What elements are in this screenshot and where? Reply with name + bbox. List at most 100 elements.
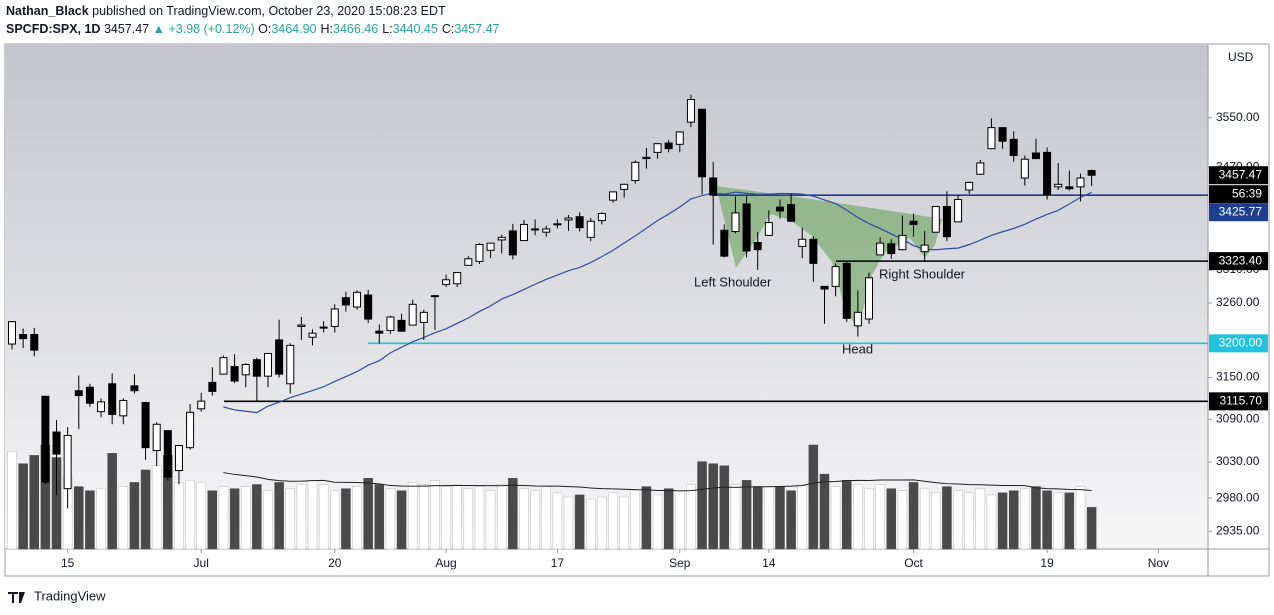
volume-bar	[853, 484, 863, 550]
volume-bar	[663, 488, 674, 550]
price-label: 3115.70	[1220, 394, 1263, 408]
volume-bar	[1042, 490, 1052, 550]
ohlc-value: 3440.45	[392, 22, 438, 36]
candle-body	[308, 332, 317, 338]
candle-body	[764, 222, 773, 236]
volume-bar	[775, 486, 785, 550]
price-label-bg	[1209, 392, 1268, 411]
volume-bar	[519, 488, 529, 550]
volume-bar	[163, 455, 173, 550]
candle-body	[319, 326, 328, 329]
volume-bar	[496, 484, 507, 550]
volume-ma	[223, 472, 1092, 492]
candle-body	[453, 272, 462, 285]
candle-body	[898, 234, 907, 251]
candle-body	[564, 217, 573, 221]
candle-body	[419, 311, 428, 323]
candle-body	[631, 161, 640, 182]
candle-body	[1031, 152, 1040, 160]
volume-bar	[842, 480, 852, 550]
candle-body	[686, 99, 695, 123]
candle-body	[464, 258, 473, 266]
volume-bar	[608, 492, 618, 550]
volume-bar	[764, 486, 774, 550]
volume-bar	[686, 484, 696, 550]
candle-body	[119, 399, 128, 417]
volume-bar	[552, 492, 563, 550]
candle-body	[642, 156, 651, 160]
volume-bar	[597, 496, 607, 550]
candle-body	[19, 334, 28, 340]
volume-bar	[396, 490, 407, 550]
legend: SPCFD:SPX, 1D 3457.47 ▲ +3.98 (+0.12%) O…	[6, 22, 504, 36]
candle-body	[286, 344, 295, 385]
last: 3457.47	[103, 22, 150, 36]
candle-body	[575, 216, 584, 229]
x-tick-label: Nov	[1148, 556, 1169, 570]
change: ▲ +3.98 (+0.12%)	[152, 22, 255, 36]
volume-bar	[352, 486, 362, 550]
y-tick-label: 3150.00	[1216, 370, 1260, 384]
candle-body	[263, 353, 272, 377]
volume-bar	[875, 484, 885, 550]
volume-bar	[385, 488, 396, 550]
volume-bar	[140, 469, 151, 550]
ohlc-value: 3466.46	[333, 22, 379, 36]
volume-bar	[107, 453, 117, 550]
volume-bar	[207, 490, 218, 550]
volume-bar	[40, 444, 51, 550]
volume-bar	[919, 488, 930, 550]
volume-bar	[586, 498, 596, 550]
candle-body	[865, 277, 874, 320]
volume-bar	[630, 490, 641, 550]
candle-body	[341, 297, 350, 306]
volume-bar	[185, 480, 195, 550]
volume-bar	[1031, 486, 1041, 550]
candle-body	[208, 381, 217, 392]
volume-bar	[151, 465, 162, 550]
price-label-bg	[1209, 185, 1268, 204]
candle-body	[108, 383, 117, 415]
candle-body	[965, 181, 974, 191]
volume-bar	[374, 484, 385, 550]
volume-bar	[463, 488, 474, 550]
candle-body	[141, 402, 150, 449]
x-tick-label: Sep	[669, 556, 691, 570]
byline: Nathan_Black published on TradingView.co…	[6, 4, 446, 18]
candle-body	[887, 243, 896, 255]
volume-bar	[986, 494, 997, 550]
candle-body	[174, 445, 183, 472]
volume-bar	[964, 492, 974, 550]
candle-body	[920, 244, 929, 253]
brand: TradingView	[34, 588, 106, 603]
candle-body	[230, 366, 239, 382]
candle-body	[853, 311, 862, 327]
candle-body	[1065, 186, 1074, 190]
volume-bar	[719, 465, 730, 550]
volume-bar	[1053, 492, 1063, 550]
candle-body	[186, 411, 195, 449]
volume-bar	[229, 488, 240, 550]
x-tick-label: Jul	[194, 556, 209, 570]
candle-body	[831, 266, 840, 287]
price-label: 3425.77	[1219, 204, 1263, 218]
x-tick-label: 17	[551, 556, 565, 570]
candle-body	[85, 386, 94, 404]
volume-bar	[786, 490, 796, 550]
candle-body	[787, 204, 796, 222]
candle-body	[430, 295, 439, 298]
candle-body	[1076, 177, 1085, 188]
price-label-bg	[1209, 252, 1268, 271]
volume-bar	[285, 488, 295, 550]
annotation: Right Shoulder	[879, 266, 966, 281]
candle-body	[1043, 151, 1052, 195]
candle-body	[219, 357, 228, 375]
candle-body	[709, 177, 718, 196]
volume-bar	[274, 482, 284, 550]
frame	[4, 43, 1270, 577]
candle-body	[742, 203, 751, 252]
candle-body	[41, 395, 50, 483]
volume-bar	[541, 486, 551, 550]
volume-bar	[953, 490, 963, 550]
